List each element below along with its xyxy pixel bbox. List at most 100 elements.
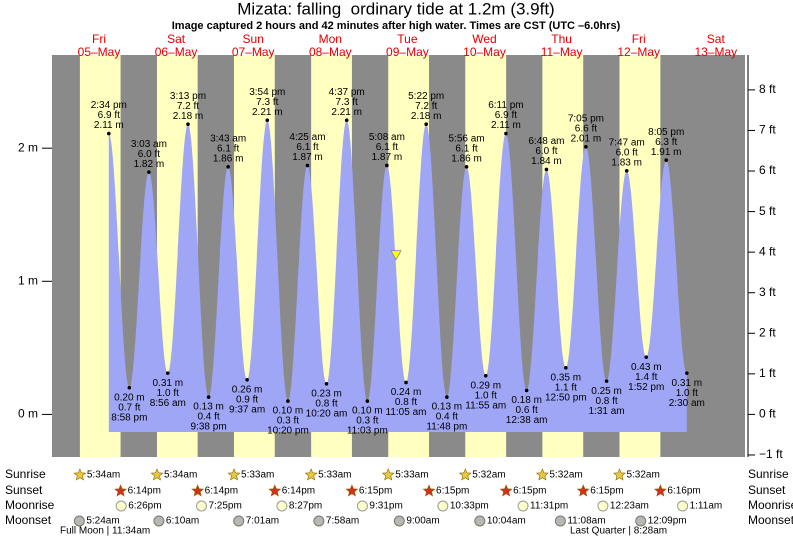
moonset-icon xyxy=(313,515,325,527)
y2-tick-label: −1 ft xyxy=(759,447,783,461)
extreme-point xyxy=(265,118,270,123)
extreme-point xyxy=(404,380,408,385)
tide-height-ft: 6.1 ft xyxy=(455,143,477,154)
moonrise-icon xyxy=(677,500,689,512)
astro-time: 6:10am xyxy=(166,516,199,527)
y-tick-label: 0 m xyxy=(18,407,38,421)
extreme-point xyxy=(165,371,170,375)
tide-height-m: 0.20 m xyxy=(114,392,145,403)
astro-time: 7:25pm xyxy=(208,501,241,512)
tide-height-m: 0.24 m xyxy=(391,387,422,398)
tide-height-ft: 0.8 ft xyxy=(315,398,337,409)
tide-time: 3:03 am xyxy=(131,139,167,150)
y2-tick-label: 0 ft xyxy=(759,407,776,421)
tide-height-m: 2.21 m xyxy=(331,107,362,118)
sun-icon xyxy=(381,468,395,481)
day-date: 11–May xyxy=(541,45,583,59)
tide-height-m: 1.91 m xyxy=(651,147,682,158)
day-date: 12–May xyxy=(617,45,660,59)
extreme-point xyxy=(685,371,689,375)
tide-height-m: 0.26 m xyxy=(232,384,263,395)
tide-height-ft: 0.8 ft xyxy=(395,397,417,408)
extreme-point xyxy=(464,165,469,169)
tide-time: 3:43 am xyxy=(210,133,246,144)
moon-phase: Last Quarter | 8:28am xyxy=(570,526,667,537)
tide-height-ft: 6.3 ft xyxy=(655,137,677,148)
tide-height-ft: 7.3 ft xyxy=(256,97,278,108)
tide-time: 7:05 pm xyxy=(568,113,604,124)
extreme-point xyxy=(644,355,649,359)
tide-height-ft: 1.4 ft xyxy=(635,372,657,383)
tide-height-m: 1.86 m xyxy=(451,153,482,164)
extreme-point xyxy=(445,395,449,399)
extreme-point xyxy=(584,145,588,149)
sun-icon xyxy=(653,484,667,497)
tide-height-ft: 6.0 ft xyxy=(616,147,638,158)
chart-title: Mizata: falling ordinary tide at 1.2m (3… xyxy=(237,0,554,18)
tide-time: 11:03 pm xyxy=(347,426,388,437)
day-name: Thu xyxy=(551,32,572,46)
y2-tick-label: 5 ft xyxy=(759,204,776,218)
sun-icon xyxy=(268,484,282,497)
extreme-point xyxy=(604,379,609,383)
tide-height-m: 0.10 m xyxy=(352,406,383,417)
row-label: Sunset xyxy=(748,483,786,497)
sun-icon xyxy=(227,468,241,481)
y-tick-label: 1 m xyxy=(18,273,38,287)
tide-height-m: 2.11 m xyxy=(94,120,124,131)
tide-time: 12:50 pm xyxy=(545,392,587,403)
moonset-icon xyxy=(635,515,647,527)
tide-height-m: 2.18 m xyxy=(411,111,442,122)
day-name: Sat xyxy=(167,32,186,46)
sun-icon xyxy=(150,468,164,481)
tide-height-m: 0.23 m xyxy=(311,388,342,399)
extreme-point xyxy=(186,122,190,127)
tide-height-m: 0.18 m xyxy=(511,395,542,406)
tide-height-m: 0.10 m xyxy=(273,406,304,417)
astro-time: 9:31pm xyxy=(369,501,402,512)
tide-time: 10:20 am xyxy=(306,408,348,419)
tide-time: 11:55 am xyxy=(465,400,506,411)
astro-time: 6:14pm xyxy=(128,486,161,497)
astro-time: 8:27pm xyxy=(289,501,322,512)
astro-time: 6:14pm xyxy=(282,486,315,497)
astro-time: 5:24am xyxy=(86,516,119,527)
astro-time: 6:15pm xyxy=(513,486,546,497)
day-name: Fri xyxy=(92,32,106,46)
day-date: 06–May xyxy=(155,45,198,59)
day-name: Wed xyxy=(472,32,496,46)
tide-height-m: 2.01 m xyxy=(571,133,602,144)
tide-time: 10:20 pm xyxy=(267,426,309,437)
tide-time: 6:48 am xyxy=(528,136,564,147)
day-name: Mon xyxy=(319,32,342,46)
tide-height-m: 0.29 m xyxy=(470,380,501,391)
astro-time: 11:31pm xyxy=(530,501,568,512)
sun-icon xyxy=(458,468,472,481)
astro-time: 12:09pm xyxy=(648,516,687,527)
extreme-point xyxy=(106,131,111,136)
moonset-icon xyxy=(153,515,165,527)
extreme-point xyxy=(305,163,310,168)
moonrise-icon xyxy=(437,500,449,512)
extreme-point xyxy=(424,122,428,127)
extreme-point xyxy=(524,388,529,393)
tide-time: 11:48 pm xyxy=(426,422,467,433)
tide-time: 5:22 pm xyxy=(408,91,444,102)
astro-time: 6:15pm xyxy=(590,486,623,497)
tide-height-m: 0.25 m xyxy=(591,386,622,397)
y2-tick-label: 8 ft xyxy=(759,82,776,96)
astro-time: 6:14pm xyxy=(205,486,238,497)
extreme-point xyxy=(206,395,211,399)
tide-height-m: 0.13 m xyxy=(193,402,224,413)
tide-time: 6:11 pm xyxy=(488,100,523,111)
tide-time: 8:56 am xyxy=(150,398,186,409)
extreme-point xyxy=(624,169,629,173)
tide-area xyxy=(108,120,687,433)
tide-height-m: 1.87 m xyxy=(292,152,323,163)
tide-time: 8:05 pm xyxy=(648,127,684,138)
tide-height-ft: 6.1 ft xyxy=(217,143,239,154)
tide-height-ft: 0.9 ft xyxy=(236,394,258,405)
tide-time: 9:38 pm xyxy=(191,422,227,433)
tide-height-m: 0.43 m xyxy=(631,362,662,373)
